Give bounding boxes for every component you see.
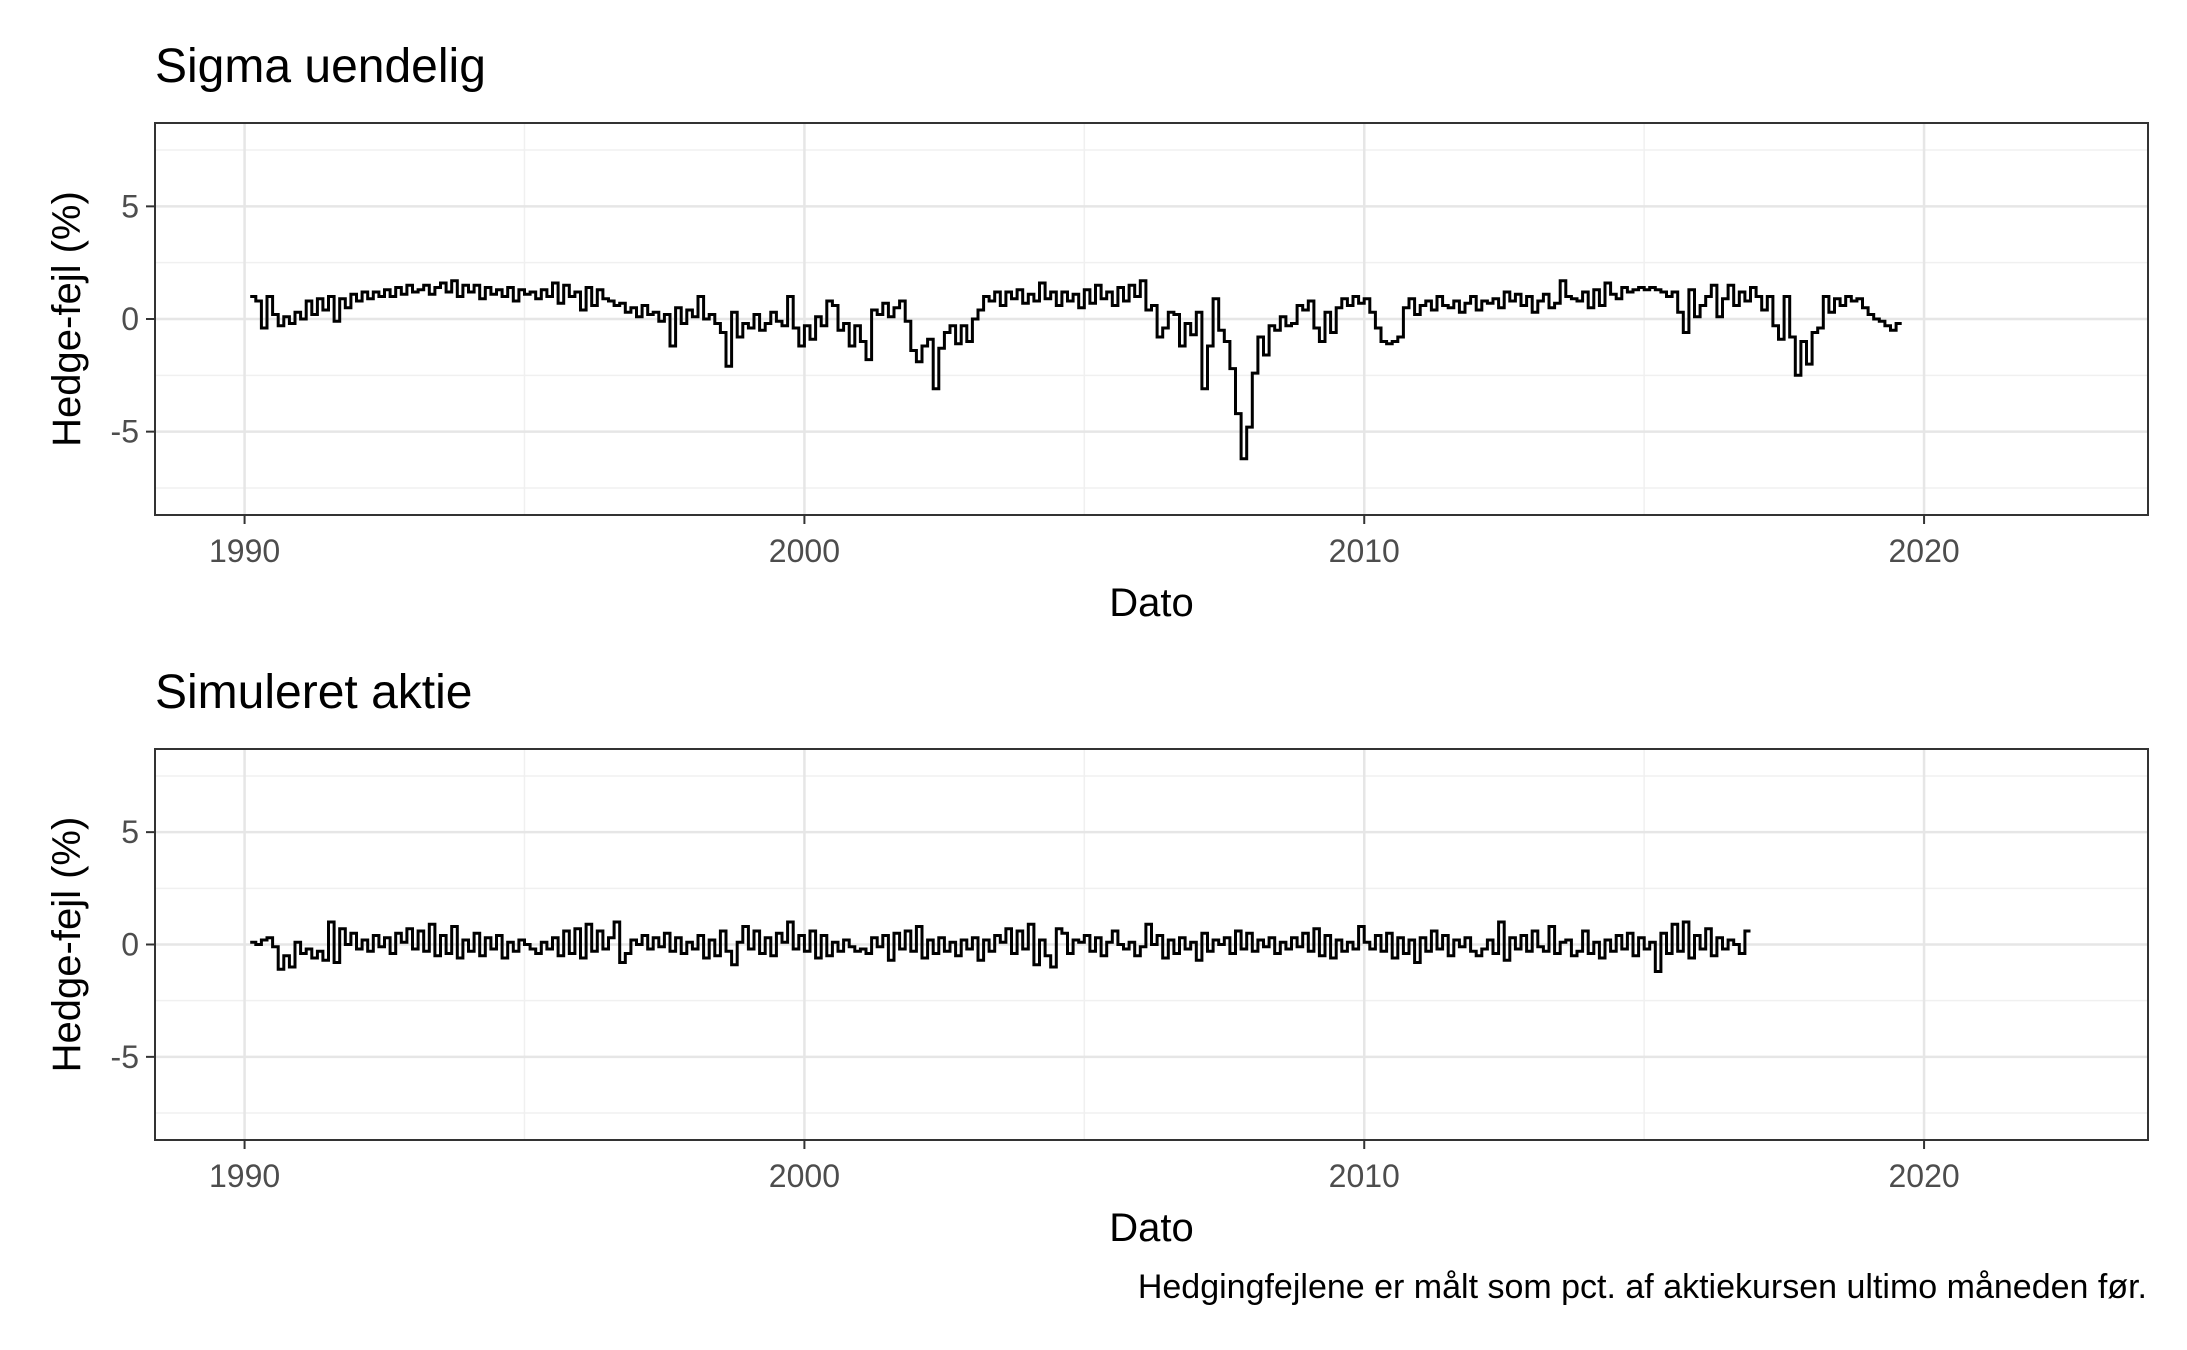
x-axis-label: Dato — [1109, 581, 1194, 625]
x-tick-label: 2000 — [769, 533, 840, 569]
x-tick-label: 1990 — [209, 1158, 280, 1194]
x-tick-label: 2000 — [769, 1158, 840, 1194]
x-axis-label: Dato — [1109, 1206, 1194, 1250]
series-line — [250, 920, 1751, 973]
major-grid — [155, 749, 2148, 1140]
y-tick-label: 0 — [121, 927, 139, 963]
x-axis: 1990 2000 2010 2020 — [209, 1140, 1960, 1194]
minor-grid — [155, 749, 2148, 1140]
y-tick-label: -5 — [111, 1039, 139, 1075]
major-grid — [155, 123, 2148, 515]
y-axis: -5 0 5 — [111, 814, 155, 1075]
x-tick-label: 2020 — [1888, 533, 1959, 569]
series-line — [250, 279, 1902, 461]
x-tick-label: 2010 — [1329, 1158, 1400, 1194]
panel-sigma-uendelig: Sigma uendelig -5 0 5 1990 2000 2010 2020 Dat… — [45, 40, 2149, 625]
y-tick-label: 0 — [121, 301, 139, 337]
y-tick-label: 5 — [121, 188, 139, 224]
y-tick-label: -5 — [111, 414, 139, 450]
chart-caption: Hedgingfejlene er målt som pct. af aktie… — [1137, 1268, 2147, 1306]
y-axis: -5 0 5 — [111, 188, 155, 450]
chart-title: Sigma uendelig — [155, 40, 486, 93]
x-tick-label: 2020 — [1888, 1158, 1959, 1194]
y-axis-label: Hedge-fejl (%) — [45, 817, 89, 1073]
x-axis: 1990 2000 2010 2020 — [209, 515, 1960, 569]
chart-title: Simuleret aktie — [155, 666, 472, 719]
x-tick-label: 1990 — [209, 533, 280, 569]
minor-grid — [155, 123, 2148, 515]
y-axis-label: Hedge-fejl (%) — [45, 191, 89, 447]
x-tick-label: 2010 — [1329, 533, 1400, 569]
panel-simuleret-aktie: Simuleret aktie -5 0 5 1990 2000 2010 2020 Da… — [45, 666, 2149, 1250]
y-tick-label: 5 — [121, 814, 139, 850]
